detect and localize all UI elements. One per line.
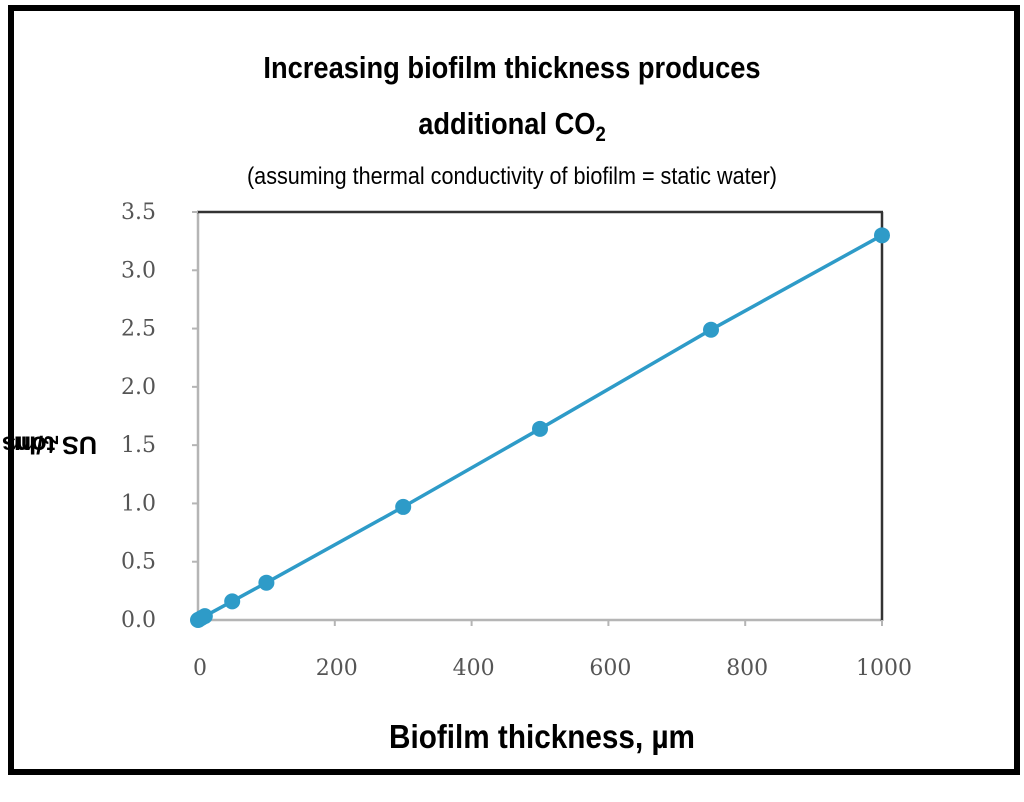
y-tick-label: 0.0 [121, 608, 156, 633]
chart-title-subscript: 2 [595, 123, 606, 146]
y-tick-label: 2.0 [121, 375, 156, 400]
y-tick-label: 1.5 [121, 433, 156, 458]
data-point [258, 574, 275, 591]
data-point [395, 498, 412, 515]
data-point [196, 608, 213, 625]
chart-title-line-2: additional CO2 [61, 106, 962, 145]
x-axis-label: Biofilm thickness, µm [389, 718, 695, 755]
x-tick-label: 0 [193, 656, 207, 681]
x-tick-label: 400 [453, 656, 495, 681]
chart-subtitle: (assuming thermal conductivity of biofil… [246, 163, 777, 190]
y-tick-label: 2.5 [121, 317, 156, 342]
data-point [874, 227, 890, 244]
x-tick-label: 200 [316, 656, 358, 681]
y-tick-label: 0.5 [121, 550, 156, 575]
y-tick-label: 3.5 [121, 200, 156, 225]
chart-title-line-2-text: additional CO [418, 106, 596, 141]
y-tick-label: 1.0 [121, 491, 156, 516]
chart-frame [8, 5, 1020, 775]
data-point [532, 420, 548, 437]
x-tick-label: 600 [589, 656, 631, 681]
x-tick-label: 800 [726, 656, 768, 681]
x-tick-label: 1000 [856, 656, 912, 681]
data-point [224, 593, 241, 610]
data-point [703, 321, 719, 338]
y-tick-label: 3.0 [121, 258, 156, 283]
chart-title-line-1: Increasing biofilm thickness produces [263, 50, 761, 85]
